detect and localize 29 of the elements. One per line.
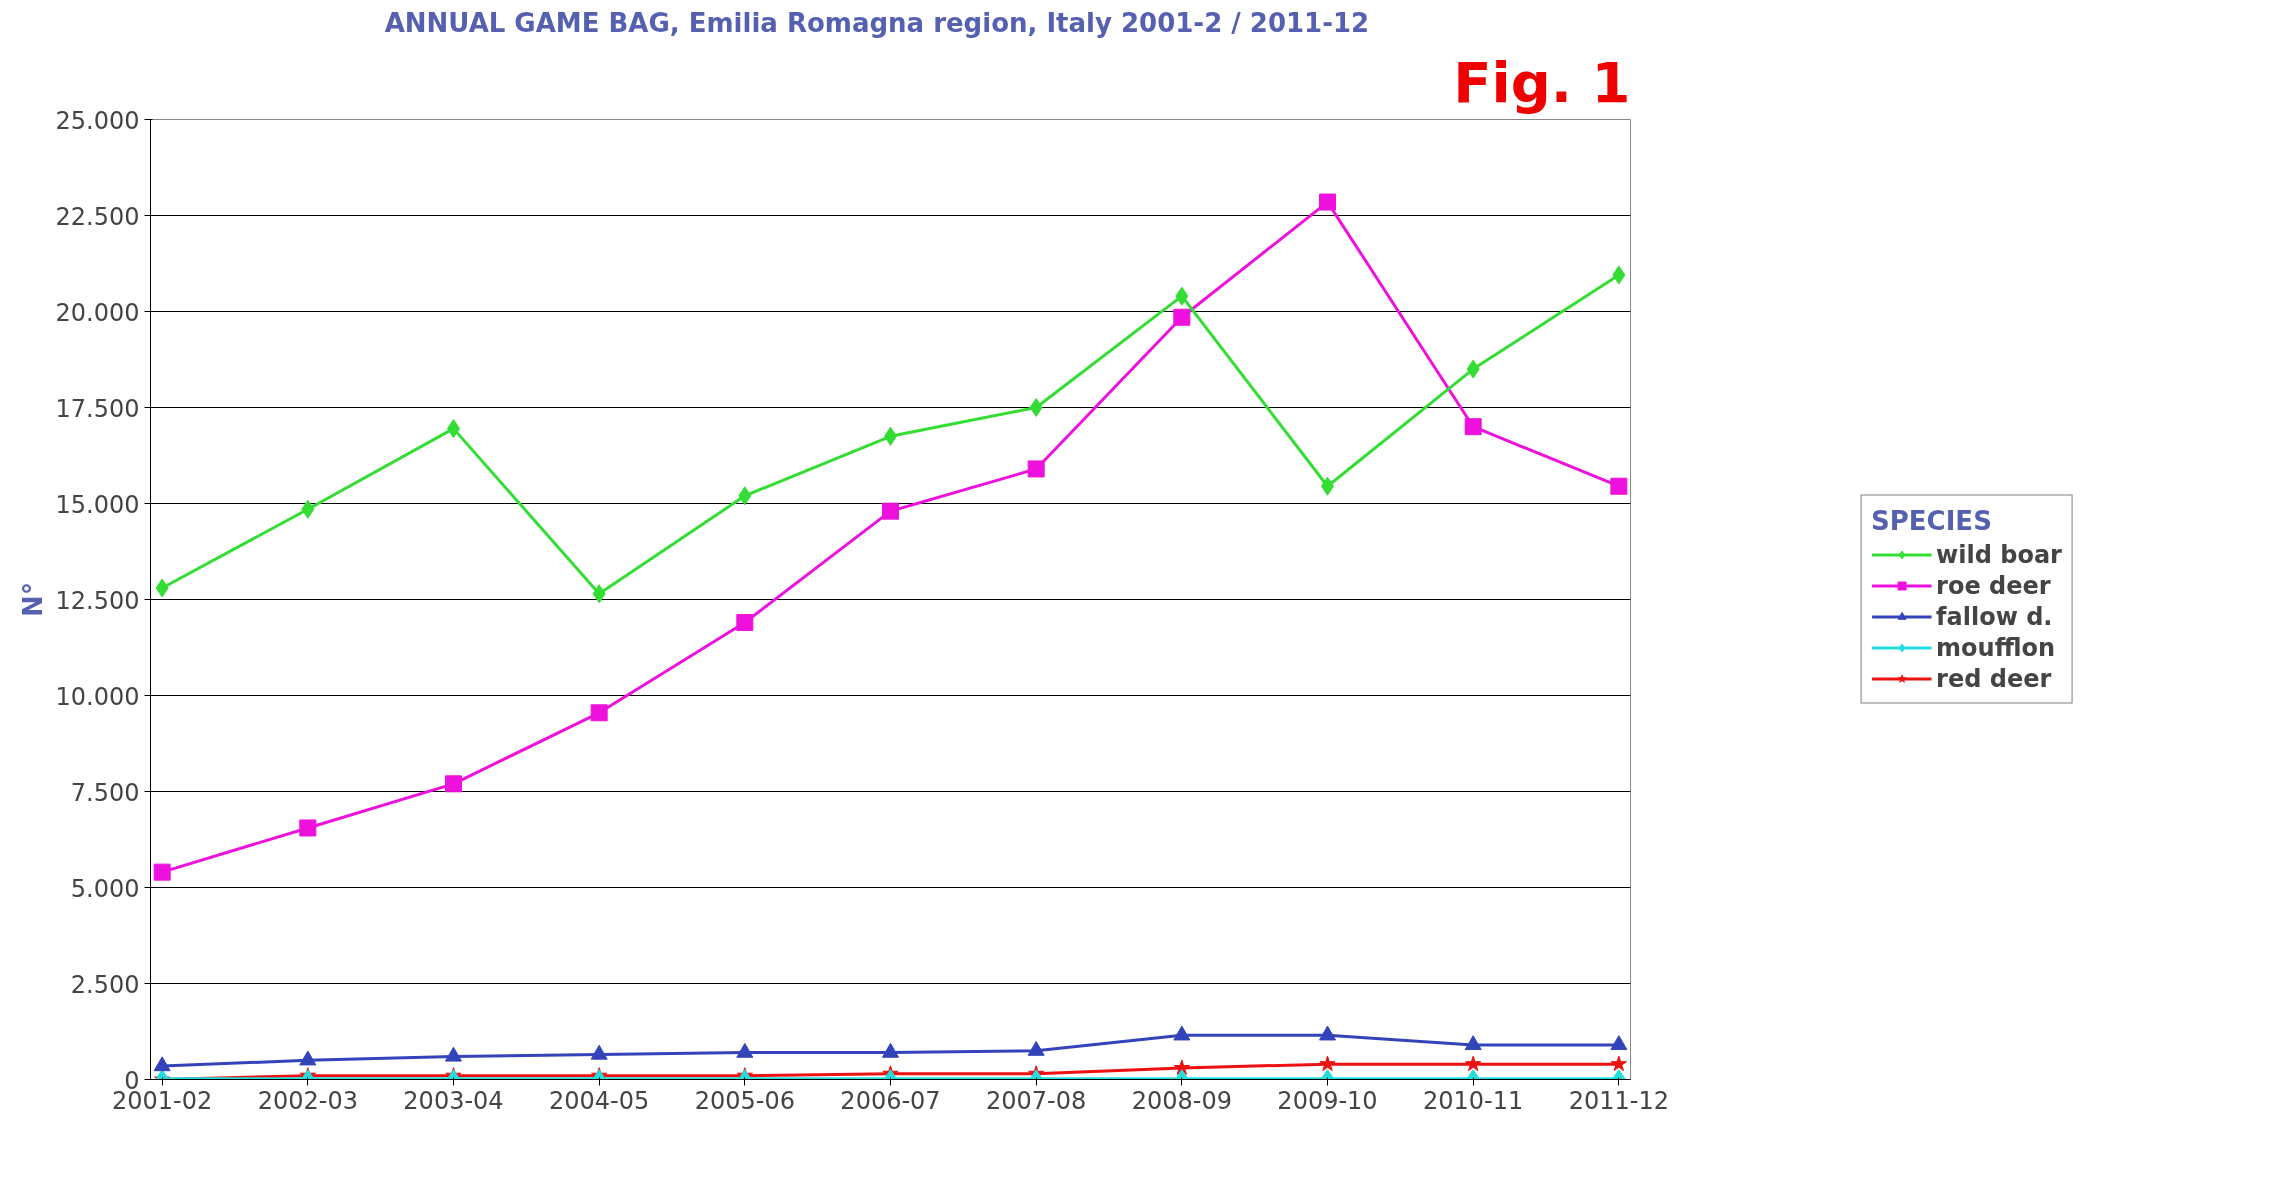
legend-title: SPECIES bbox=[1871, 505, 1993, 536]
x-tick-label: 2003-04 bbox=[403, 1086, 504, 1115]
y-tick-label: 12.500 bbox=[55, 586, 140, 615]
chart-title: ANNUAL GAME BAG, Emilia Romagna region, Italy 2001-2 / 2011-12 bbox=[384, 7, 1370, 38]
x-tick-label: 2009-10 bbox=[1277, 1086, 1378, 1115]
legend-label: red deer bbox=[1936, 664, 2052, 693]
y-tick-label: 22.500 bbox=[55, 202, 140, 231]
x-tick-label: 2005-06 bbox=[694, 1086, 795, 1115]
x-tick-label: 2011-12 bbox=[1568, 1086, 1669, 1115]
y-tick-label: 7.500 bbox=[70, 778, 140, 807]
y-tick-label: 20.000 bbox=[55, 298, 140, 327]
legend-label: moufflon bbox=[1936, 633, 2056, 662]
legend-label: roe deer bbox=[1936, 571, 2051, 600]
x-tick-label: 2006-07 bbox=[840, 1086, 941, 1115]
x-tick-label: 2010-11 bbox=[1423, 1086, 1524, 1115]
y-tick-label: 15.000 bbox=[55, 490, 140, 519]
y-tick-label: 10.000 bbox=[55, 682, 140, 711]
x-tick-label: 2008-09 bbox=[1131, 1086, 1232, 1115]
y-tick-label: 5.000 bbox=[70, 874, 140, 903]
legend-label: fallow d. bbox=[1936, 602, 2053, 631]
y-tick-label: 2.500 bbox=[70, 970, 140, 999]
x-tick-label: 2002-03 bbox=[257, 1086, 358, 1115]
caption: Fig. 1 bbox=[1453, 49, 1631, 115]
x-tick-label: 2007-08 bbox=[986, 1086, 1087, 1115]
y-tick-label: 17.500 bbox=[55, 394, 140, 423]
legend-label: wild boar bbox=[1936, 540, 2062, 569]
y-axis-title: N° bbox=[17, 582, 48, 617]
y-tick-label: 25.000 bbox=[55, 106, 140, 135]
x-tick-label: 2004-05 bbox=[549, 1086, 650, 1115]
